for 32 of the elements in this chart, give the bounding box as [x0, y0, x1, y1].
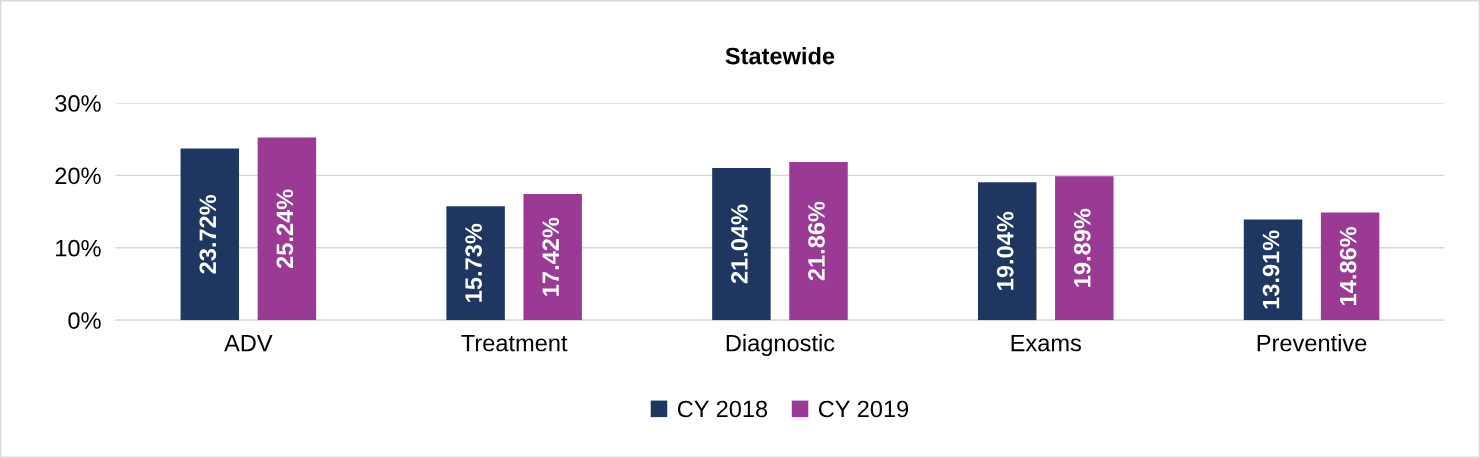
bar — [712, 167, 771, 321]
data-label: 19.89% — [1073, 208, 1091, 287]
bar — [446, 206, 505, 321]
bar — [789, 161, 848, 321]
chart-title: Statewide — [725, 47, 835, 65]
bar — [1320, 212, 1380, 321]
data-label: 13.91% — [1262, 230, 1280, 309]
bar — [523, 194, 582, 321]
data-label: 21.04% — [731, 204, 748, 284]
y-tick-label: 30% — [55, 95, 101, 112]
legend-label: CY 2018 — [677, 400, 768, 418]
x-tick-label: ADV — [224, 334, 273, 352]
bar — [1243, 219, 1303, 321]
y-tick-label: 10% — [56, 239, 101, 257]
y-tick-label: 20% — [55, 167, 101, 185]
data-label: 15.73% — [465, 223, 482, 302]
x-tick-label: Treatment — [461, 334, 568, 352]
bar — [977, 182, 1037, 321]
bar — [180, 148, 240, 321]
data-label: 25.24% — [276, 189, 294, 269]
data-label: 19.04% — [996, 211, 1014, 290]
y-tick-label: 0% — [68, 312, 101, 329]
legend-label: CY 2019 — [818, 400, 909, 418]
x-tick-label: Diagnostic — [726, 334, 835, 357]
x-tick-label: Preventive — [1257, 334, 1367, 352]
bar — [257, 137, 317, 321]
data-label: 23.72% — [199, 194, 217, 274]
data-label: 21.86% — [808, 201, 825, 281]
x-tick-label: Exams — [1011, 334, 1081, 352]
data-label: 14.86% — [1339, 226, 1357, 305]
data-label: 17.42% — [542, 217, 559, 296]
bar — [1055, 176, 1114, 321]
